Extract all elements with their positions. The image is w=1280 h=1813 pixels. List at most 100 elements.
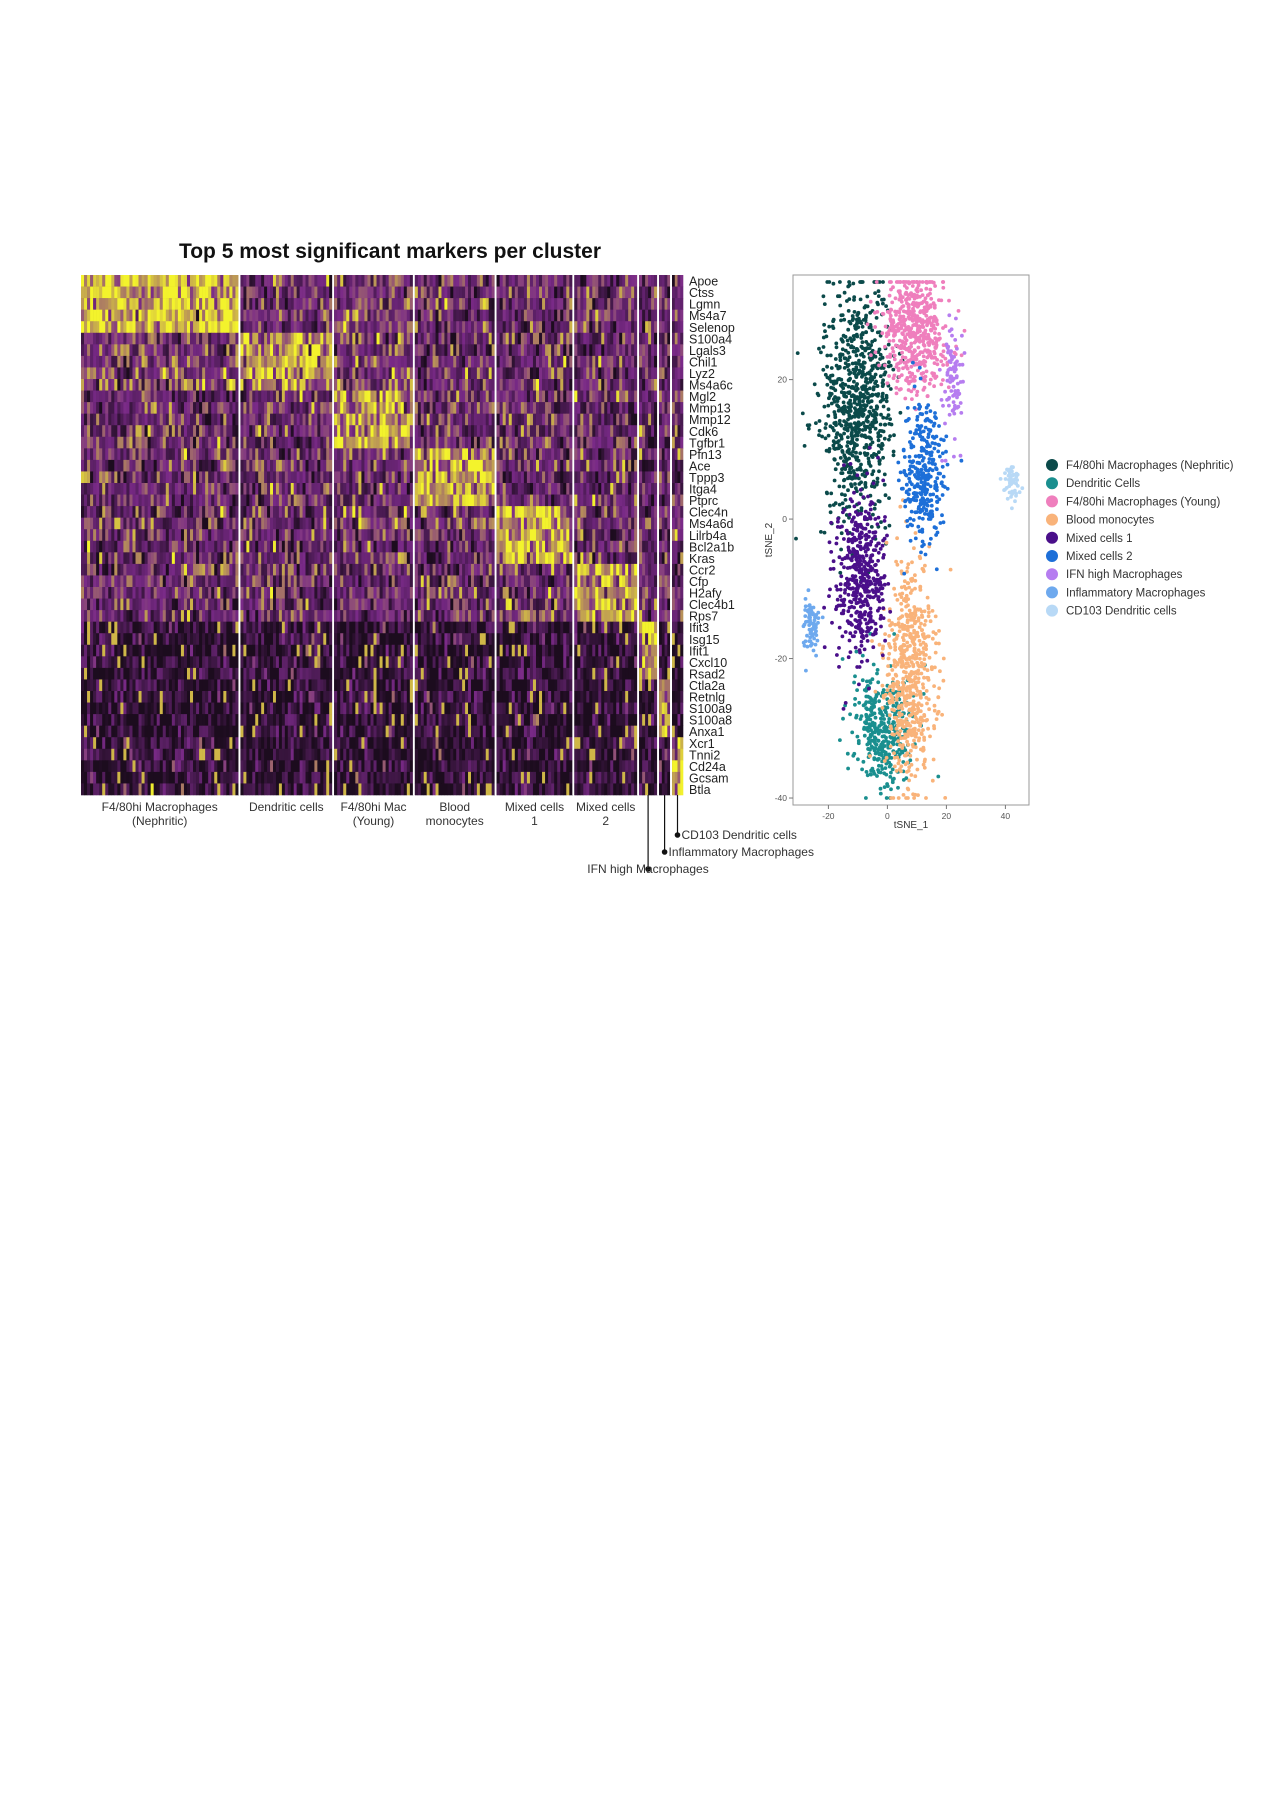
heatmap-cell bbox=[132, 483, 136, 495]
heatmap-cell bbox=[159, 355, 164, 368]
heatmap-cell bbox=[141, 563, 145, 576]
heatmap-cell bbox=[397, 483, 402, 495]
heatmap-cell bbox=[147, 506, 151, 518]
heatmap-cell bbox=[81, 760, 85, 773]
heatmap-cell bbox=[311, 298, 315, 310]
heatmap-cell bbox=[123, 483, 127, 495]
heatmap-cell bbox=[196, 483, 200, 495]
heatmap-cell bbox=[129, 517, 133, 530]
heatmap-cell bbox=[367, 390, 371, 403]
heatmap-cell bbox=[453, 286, 457, 299]
heatmap-cell bbox=[296, 587, 300, 599]
heatmap-cell bbox=[223, 390, 227, 403]
heatmap-cell bbox=[165, 691, 170, 703]
heatmap-cell bbox=[199, 633, 203, 646]
heatmap-cell bbox=[367, 471, 371, 484]
heatmap-cell bbox=[211, 436, 215, 449]
heatmap-cell bbox=[199, 760, 203, 773]
heatmap-cell bbox=[278, 783, 283, 796]
heatmap-cell bbox=[406, 298, 411, 310]
heatmap-cell bbox=[120, 540, 124, 553]
heatmap-cell bbox=[258, 355, 262, 368]
heatmap-cell bbox=[406, 737, 411, 750]
heatmap-cell bbox=[261, 760, 265, 773]
heatmap-cell bbox=[93, 506, 97, 518]
heatmap-cell bbox=[117, 667, 121, 680]
heatmap-cell bbox=[90, 621, 94, 634]
heatmap-cell bbox=[177, 679, 182, 692]
heatmap-cell bbox=[190, 344, 194, 357]
heatmap-cell bbox=[205, 714, 209, 726]
heatmap-cell bbox=[93, 771, 97, 784]
heatmap-cell bbox=[214, 471, 218, 484]
heatmap-cell bbox=[258, 783, 262, 796]
heatmap-cell bbox=[232, 529, 236, 542]
heatmap-cell bbox=[144, 633, 148, 646]
heatmap-cell bbox=[226, 436, 230, 449]
heatmap-cell bbox=[270, 702, 274, 715]
heatmap-cell bbox=[302, 702, 306, 715]
heatmap-cell bbox=[246, 309, 250, 322]
heatmap-cell bbox=[211, 506, 215, 518]
heatmap-cell bbox=[406, 494, 411, 507]
heatmap-cell bbox=[264, 402, 268, 414]
heatmap-cell bbox=[220, 332, 224, 345]
heatmap-cell bbox=[388, 344, 392, 357]
heatmap-cell bbox=[117, 379, 121, 391]
heatmap-cell bbox=[153, 691, 158, 703]
heatmap-cell bbox=[364, 691, 368, 703]
heatmap-cell bbox=[326, 598, 330, 611]
heatmap-cell bbox=[391, 286, 396, 299]
heatmap-cell bbox=[352, 748, 356, 761]
heatmap-cell bbox=[379, 714, 383, 726]
heatmap-cell bbox=[159, 379, 164, 391]
heatmap-cell bbox=[388, 298, 392, 310]
heatmap-cell bbox=[352, 459, 356, 472]
heatmap-cell bbox=[302, 298, 306, 310]
heatmap-cell bbox=[317, 702, 321, 715]
heatmap-cell bbox=[334, 275, 338, 287]
heatmap-cell bbox=[214, 691, 218, 703]
heatmap-cell bbox=[400, 379, 405, 391]
heatmap-cell bbox=[156, 413, 161, 426]
heatmap-cell bbox=[246, 494, 250, 507]
heatmap-cell bbox=[84, 286, 88, 299]
heatmap-cell bbox=[226, 656, 230, 669]
heatmap-cell bbox=[150, 748, 154, 761]
heatmap-cell bbox=[159, 563, 164, 576]
heatmap-cell bbox=[364, 321, 368, 334]
heatmap-cell bbox=[123, 332, 127, 345]
heatmap-cell bbox=[96, 633, 100, 646]
heatmap-cell bbox=[264, 667, 268, 680]
heatmap-cell bbox=[162, 506, 167, 518]
heatmap-cell bbox=[217, 656, 221, 669]
heatmap-cell bbox=[174, 737, 179, 750]
heatmap-cell bbox=[326, 344, 330, 357]
heatmap-cell bbox=[293, 413, 297, 426]
heatmap-cell bbox=[199, 471, 203, 484]
heatmap-cell bbox=[96, 436, 100, 449]
heatmap-cell bbox=[358, 321, 362, 334]
heatmap-cell bbox=[296, 563, 300, 576]
heatmap-cell bbox=[232, 748, 236, 761]
heatmap-cell bbox=[485, 275, 489, 287]
heatmap-cell bbox=[226, 390, 230, 403]
heatmap-cell bbox=[367, 367, 371, 380]
heatmap-cell bbox=[296, 448, 300, 461]
heatmap-cell bbox=[93, 598, 97, 611]
heatmap-cell bbox=[223, 425, 227, 438]
heatmap-cell bbox=[409, 379, 414, 391]
heatmap-cell bbox=[376, 563, 380, 576]
heatmap-cell bbox=[337, 644, 341, 657]
heatmap-cell bbox=[293, 448, 297, 461]
heatmap-cell bbox=[153, 494, 158, 507]
heatmap-cell bbox=[391, 725, 396, 738]
heatmap-cell bbox=[358, 344, 362, 357]
heatmap-cell bbox=[220, 760, 224, 773]
heatmap-cell bbox=[409, 783, 414, 796]
heatmap-cell bbox=[165, 448, 170, 461]
heatmap-cell bbox=[264, 483, 268, 495]
heatmap-cell bbox=[202, 621, 206, 634]
heatmap-cell bbox=[293, 344, 297, 357]
heatmap-cell bbox=[314, 737, 318, 750]
